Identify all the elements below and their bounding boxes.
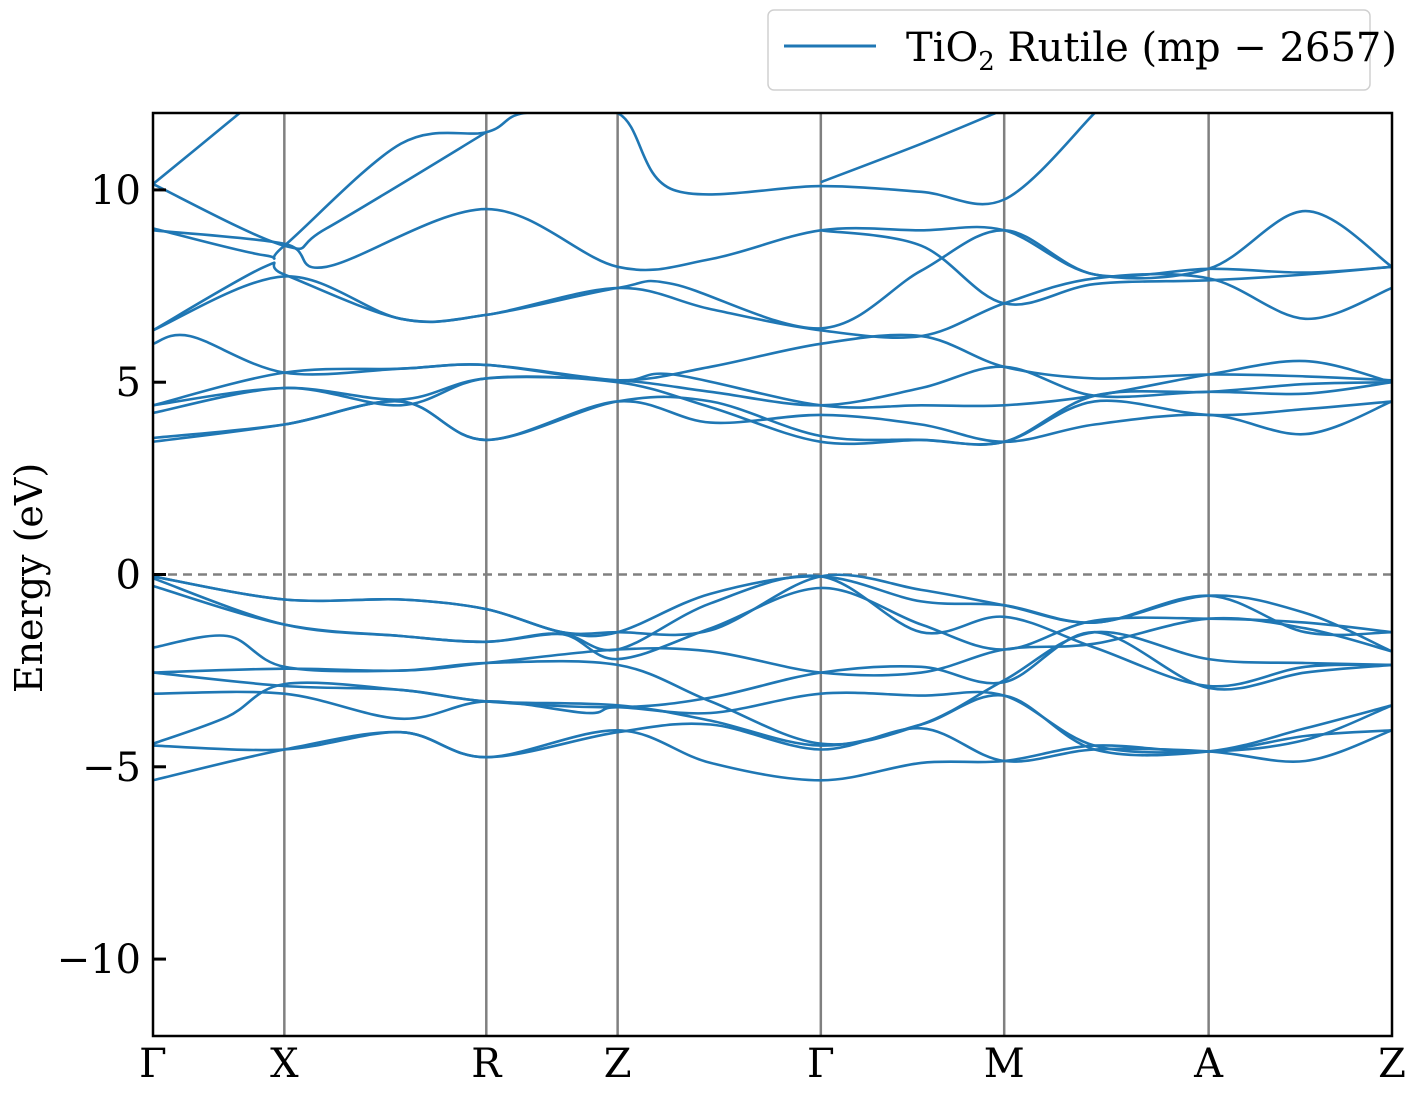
band-line-17 (153, 272, 1392, 339)
x-tick-label: Γ (807, 1041, 835, 1087)
x-tick-label: A (1193, 1041, 1224, 1087)
band-line-12 (153, 395, 1392, 446)
band-line-14 (153, 365, 1392, 407)
x-tick-label: R (471, 1041, 503, 1087)
band-line-23 (820, 113, 996, 184)
y-tick-label: −10 (57, 937, 141, 983)
legend-label: TiO2 Rutile (mp − 2657) (906, 25, 1397, 77)
band-line-2 (153, 681, 1392, 757)
band-line-21 (153, 131, 487, 251)
y-tick-label: 5 (116, 360, 141, 406)
axes-layer: −10 −5 0 5 10 Γ X R Z Γ M A Z (57, 111, 1406, 1087)
x-tick-label: Γ (139, 1041, 167, 1087)
y-tick-label: −5 (82, 745, 141, 791)
band-line-10 (153, 575, 1392, 653)
band-line-6 (153, 616, 1392, 677)
legend: TiO2 Rutile (mp − 2657) (767, 9, 1397, 91)
plot-layer (153, 113, 1392, 1036)
x-tick-label: X (270, 1041, 299, 1087)
band-line-16 (153, 333, 1392, 382)
x-tick-label: M (984, 1041, 1025, 1087)
bands (153, 113, 1392, 782)
legend-box (767, 9, 1371, 91)
band-line-19 (153, 207, 1392, 280)
band-line-22 (153, 113, 241, 186)
y-tick-label: 0 (116, 553, 141, 599)
band-line-18 (153, 228, 1392, 332)
x-tick-label: Z (604, 1041, 632, 1087)
y-tick-label: 10 (90, 168, 141, 214)
band-line-9 (153, 573, 1392, 637)
band-line-3 (153, 690, 1392, 754)
band-line-24 (820, 229, 1392, 306)
y-axis-label: Energy (eV) (7, 463, 51, 693)
x-tick-label: Z (1378, 1041, 1406, 1087)
